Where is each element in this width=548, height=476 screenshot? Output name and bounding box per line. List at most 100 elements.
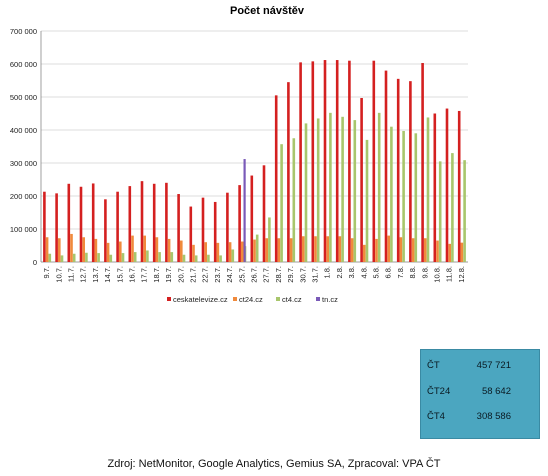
bar-ceskatelevize-cz (250, 175, 254, 262)
bar-ct24-cz (424, 238, 427, 262)
bar-ceskatelevize-cz (201, 197, 205, 262)
bar-ct4-cz (231, 249, 235, 262)
bar-ceskatelevize-cz (421, 63, 424, 263)
bar-ct24-cz (180, 240, 183, 262)
bar-ct4-cz (390, 126, 393, 262)
bar-ct24-cz (436, 240, 439, 262)
x-tick-label: 1.8. (323, 266, 332, 279)
bar-ct24-cz (94, 238, 98, 262)
bar-ceskatelevize-cz (445, 108, 449, 262)
x-tick-label: 31.7. (311, 266, 320, 283)
bar-ct4-cz (121, 253, 125, 262)
bar-ct24-cz (302, 236, 305, 262)
x-tick-label: 25.7. (237, 266, 246, 283)
x-tick-label: 12.7. (79, 266, 88, 283)
bar-ceskatelevize-cz (152, 183, 156, 262)
x-tick-label: 14.7. (103, 266, 112, 283)
summary-value: 457 721 (476, 360, 511, 371)
bar-ceskatelevize-cz (140, 181, 144, 262)
x-tick-label: 21.7. (189, 266, 198, 283)
bar-ceskatelevize-cz (287, 82, 290, 263)
bar-ct4-cz (341, 116, 344, 262)
y-tick-label: 300 000 (10, 159, 37, 168)
bar-ct24-cz (216, 242, 220, 262)
x-tick-label: 9.8. (420, 266, 429, 279)
x-tick-label: 19.7. (164, 266, 173, 283)
bar-ct4-cz (194, 255, 198, 262)
summary-row-ct: ČT 457 721 (421, 360, 541, 372)
x-tick-label: 11.8. (445, 266, 454, 282)
bar-ct4-cz (60, 255, 64, 262)
bar-ct24-cz (289, 238, 293, 262)
x-tick-label: 8.8. (408, 266, 417, 279)
bar-ct24-cz (253, 239, 256, 262)
bar-ct4-cz (414, 133, 418, 262)
legend-swatch (276, 297, 280, 301)
bar-ct4-cz (377, 112, 381, 262)
bar-ceskatelevize-cz (165, 182, 168, 262)
x-tick-label: 7.8. (396, 266, 405, 279)
x-tick-label: 30.7. (298, 266, 307, 283)
summary-label: ČT24 (427, 386, 451, 397)
x-tick-label: 13.7. (91, 266, 100, 283)
x-tick-label: 26.7. (250, 266, 259, 283)
bar-ceskatelevize-cz (238, 185, 241, 262)
x-axis-ticks: 9.7. 10.7. 11.7. 12.7. 13.7. 14.7. 15.7. 16.7. 1… (42, 266, 466, 283)
x-tick-label: 10.8. (433, 266, 442, 283)
summary-row-ct24: ČT24 58 642 (421, 386, 541, 398)
legend-label: tn.cz (322, 295, 338, 304)
bar-ct24-cz (363, 244, 366, 262)
bar-ct24-cz (119, 241, 122, 262)
visits-chart: Počet návštěv 0 100 000 200 000 300 000 400 … (10, 5, 468, 304)
bar-ct4-cz (133, 252, 137, 262)
y-tick-label: 100 000 (10, 225, 37, 234)
bar-ct4-cz (304, 123, 308, 263)
legend-label: ct24.cz (239, 295, 263, 304)
x-tick-label: 6.8. (384, 266, 393, 279)
bar-ct24-cz (131, 235, 134, 262)
bars (43, 60, 466, 263)
summary-value: 58 642 (481, 386, 511, 397)
bar-ct24-cz (143, 235, 146, 262)
bar-ceskatelevize-cz (372, 60, 376, 263)
x-tick-label: 18.7. (152, 266, 161, 283)
x-tick-label: 11.7. (67, 266, 76, 282)
legend-swatch (316, 297, 320, 301)
x-tick-label: 27.7. (262, 266, 271, 283)
bar-ct4-cz (85, 252, 88, 262)
bar-ct4-cz (182, 254, 186, 262)
bar-ct24-cz (277, 238, 281, 262)
bar-ct4-cz (158, 252, 161, 262)
bar-ct4-cz (365, 139, 369, 262)
bar-ceskatelevize-cz (79, 186, 83, 262)
bar-ct24-cz (241, 241, 244, 262)
bar-ceskatelevize-cz (348, 60, 351, 263)
x-tick-label: 5.8. (372, 266, 381, 279)
bar-ct4-cz (292, 138, 296, 262)
bar-ct24-cz (460, 242, 464, 262)
y-tick-label: 600 000 (10, 60, 37, 69)
bar-ct24-cz (448, 243, 451, 262)
bar-ct24-cz (204, 242, 207, 262)
x-tick-label: 4.8. (359, 266, 368, 279)
x-tick-label: 28.7. (274, 266, 283, 283)
bar-ceskatelevize-cz (457, 110, 461, 262)
bar-ct4-cz (402, 130, 405, 262)
bar-ceskatelevize-cz (43, 191, 46, 262)
x-tick-label: 12.8. (457, 266, 466, 283)
bar-ceskatelevize-cz (67, 183, 71, 262)
bar-ct24-cz (228, 242, 232, 262)
chart-title: Počet návštěv (230, 5, 305, 17)
x-tick-label: 29.7. (286, 266, 295, 283)
bar-ct4-cz (426, 117, 430, 263)
bar-ct4-cz (329, 112, 332, 262)
bar-ct24-cz (70, 233, 73, 262)
bar-ct4-cz (72, 253, 76, 262)
x-tick-label: 23.7. (213, 266, 222, 283)
y-axis-ticks: 0 100 000 200 000 300 000 400 000 500 000 600 … (10, 27, 37, 267)
y-tick-label: 700 000 (10, 27, 37, 36)
bar-ct24-cz (399, 237, 403, 262)
bar-ceskatelevize-cz (116, 191, 119, 262)
y-tick-label: 200 000 (10, 192, 37, 201)
bar-ct24-cz (58, 238, 61, 262)
